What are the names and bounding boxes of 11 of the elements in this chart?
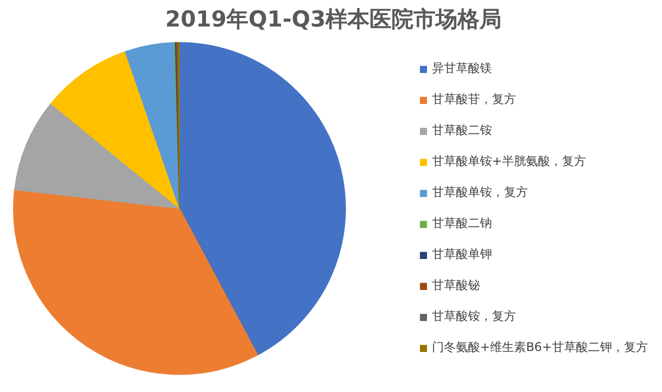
legend-label: 甘草酸单钾 [432, 246, 492, 263]
legend-label: 甘草酸铵，复方 [432, 308, 516, 325]
chart-title: 2019年Q1-Q3样本医院市场格局 [165, 6, 502, 32]
legend-label: 异甘草酸镁 [432, 60, 492, 77]
legend-label: 甘草酸二钠 [432, 215, 492, 232]
legend-label: 甘草酸苷，复方 [432, 91, 516, 108]
legend-label: 门冬氨酸+维生素B6+甘草酸二钾，复方 [432, 339, 648, 356]
legend-label: 甘草酸铋 [432, 277, 480, 294]
legend-label: 甘草酸单铵，复方 [432, 184, 528, 201]
legend-label: 甘草酸单铵+半胱氨酸，复方 [432, 153, 586, 170]
legend-label: 甘草酸二铵 [432, 122, 492, 139]
